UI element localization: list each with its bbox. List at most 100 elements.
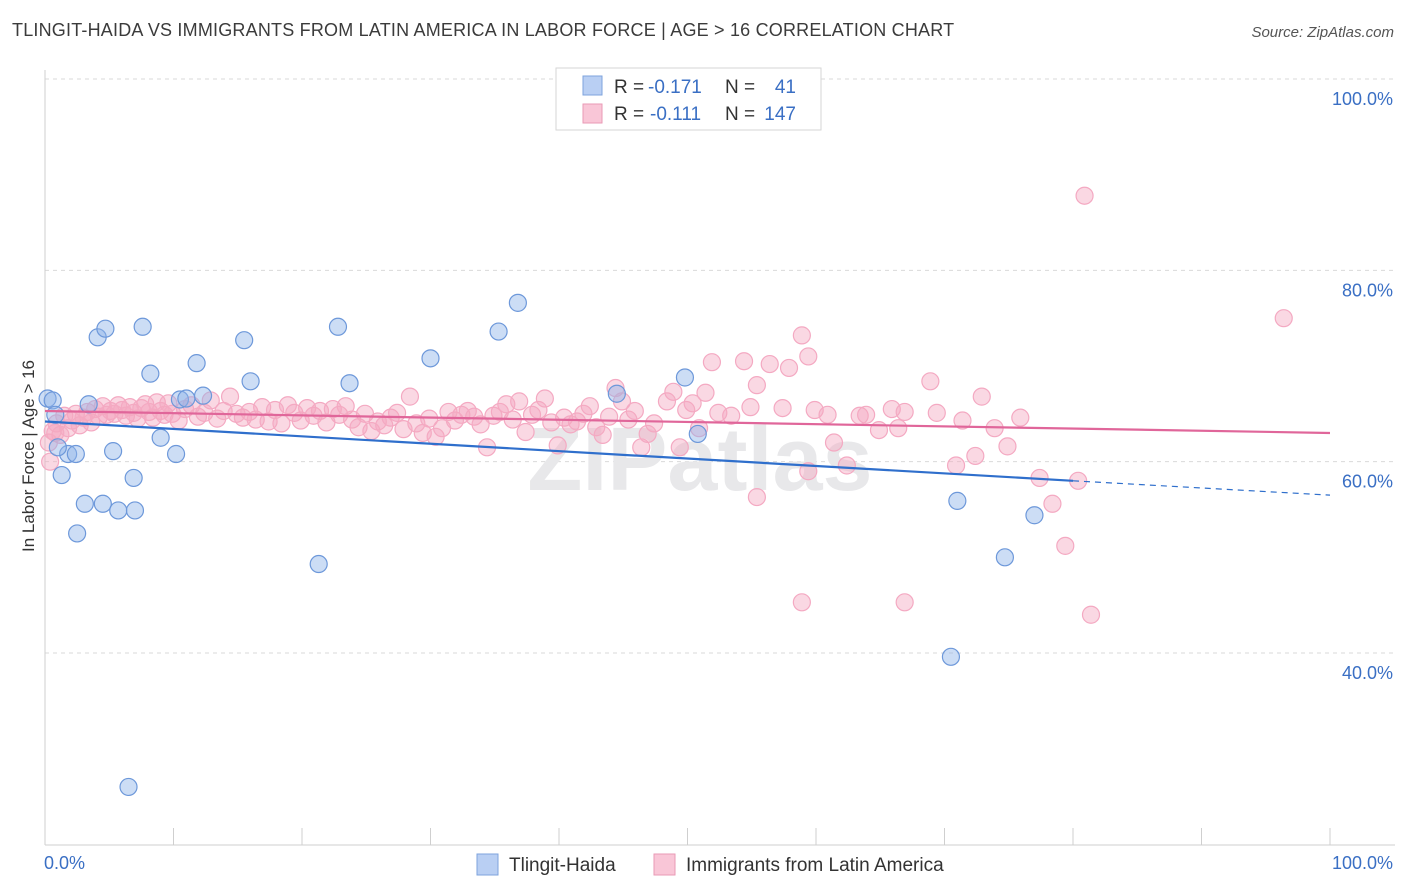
point-latin-america-137 <box>927 403 946 422</box>
point-tlingit-haida-24 <box>235 331 254 350</box>
point-tlingit-haida-26 <box>309 554 328 574</box>
point-latin-america-117 <box>722 406 741 425</box>
point-latin-america-147 <box>1056 536 1075 555</box>
point-tlingit-haida-12 <box>104 442 123 461</box>
x-tick-label-100: 100.0% <box>1332 853 1393 873</box>
x-tick-labels: 0.0% 100.0% <box>44 853 1393 873</box>
y-tick-label-60: 60.0% <box>1342 472 1393 492</box>
point-latin-america-104 <box>625 401 644 421</box>
point-latin-america-90 <box>535 389 554 408</box>
point-latin-america-106 <box>638 424 657 444</box>
point-latin-america-119 <box>741 398 760 417</box>
point-latin-america-100 <box>600 407 619 426</box>
point-tlingit-haida-19 <box>166 444 186 464</box>
point-tlingit-haida-25 <box>241 372 260 391</box>
y-tick-labels: 40.0% 60.0% 80.0% 100.0% <box>1332 89 1393 683</box>
point-tlingit-haida-31 <box>508 293 527 312</box>
point-tlingit-haida-21 <box>177 389 196 408</box>
point-latin-america-153 <box>799 462 818 481</box>
point-latin-america-111 <box>677 400 696 420</box>
legend-r-value-2: -0.111 <box>650 104 701 125</box>
point-latin-america-135 <box>895 402 914 422</box>
point-tlingit-haida-33 <box>675 368 695 387</box>
point-tlingit-haida-30 <box>489 322 508 341</box>
point-latin-america-108 <box>657 392 677 411</box>
point-tlingit-haida-39 <box>119 777 138 797</box>
series-tlingit-haida <box>38 293 1044 797</box>
trend-line-latin-america <box>44 409 1331 435</box>
point-latin-america-128 <box>824 433 844 452</box>
point-latin-america-138 <box>946 456 966 475</box>
point-tlingit-haida-6 <box>68 524 87 543</box>
point-tlingit-haida-29 <box>421 349 440 368</box>
point-latin-america-121 <box>760 354 779 374</box>
y-tick-label-100: 100.0% <box>1332 89 1393 109</box>
point-tlingit-haida-23 <box>193 386 213 405</box>
point-latin-america-87 <box>516 422 535 442</box>
point-latin-america-120 <box>747 376 766 395</box>
point-tlingit-haida-27 <box>328 317 348 336</box>
point-tlingit-haida-4 <box>59 444 78 464</box>
point-latin-america-146 <box>1043 494 1062 513</box>
point-latin-america-41 <box>220 387 240 406</box>
point-latin-america-69 <box>400 387 420 406</box>
series-immigrants-latin-america <box>39 186 1293 624</box>
point-latin-america-136 <box>921 372 940 391</box>
trend-line-tlingit-haida-extension <box>1072 480 1331 496</box>
point-latin-america-124 <box>792 326 811 345</box>
point-tlingit-haida-38 <box>1025 506 1044 525</box>
point-tlingit-haida-16 <box>133 317 152 336</box>
point-tlingit-haida-14 <box>124 468 143 488</box>
point-latin-america-143 <box>998 437 1017 456</box>
point-latin-america-127 <box>818 405 837 424</box>
y-tick-label-40: 40.0% <box>1342 663 1393 683</box>
point-latin-america-67 <box>387 403 407 422</box>
point-tlingit-haida-13 <box>109 501 128 520</box>
source-label: Source: ZipAtlas.com <box>1251 24 1394 41</box>
point-tlingit-haida-3 <box>52 465 71 485</box>
point-tlingit-haida-15 <box>125 501 145 520</box>
point-latin-america-134 <box>889 419 908 438</box>
point-latin-america-149 <box>1075 186 1094 205</box>
point-tlingit-haida-17 <box>141 364 160 383</box>
legend-swatch-blue <box>582 75 603 96</box>
point-latin-america-99 <box>593 425 612 444</box>
y-tick-label-80: 80.0% <box>1342 280 1393 300</box>
point-tlingit-haida-18 <box>151 428 170 447</box>
point-latin-america-129 <box>837 456 856 475</box>
point-latin-america-152 <box>792 593 811 612</box>
point-tlingit-haida-7 <box>75 494 94 513</box>
point-latin-america-157 <box>46 423 65 443</box>
bottom-legend-swatch-pink <box>653 853 676 876</box>
bottom-legend: Tlingit-Haida Immigrants from Latin Amer… <box>476 853 944 876</box>
point-latin-america-86 <box>510 392 529 411</box>
chart-title: TLINGIT-HAIDA VS IMMIGRANTS FROM LATIN A… <box>12 20 955 40</box>
point-latin-america-118 <box>734 352 754 371</box>
point-latin-america-155 <box>1274 309 1293 328</box>
point-tlingit-haida-37 <box>995 548 1014 567</box>
legend-r-value-1: -0.171 <box>648 77 702 98</box>
legend-n-value-2: 147 <box>764 104 796 125</box>
point-latin-america-112 <box>683 394 702 413</box>
legend-swatch-pink <box>582 103 603 124</box>
point-tlingit-haida-34 <box>688 424 707 444</box>
point-latin-america-107 <box>644 414 664 433</box>
point-latin-america-92 <box>548 436 567 455</box>
point-latin-america-115 <box>702 353 722 372</box>
legend-n-label-1: N = <box>725 77 755 98</box>
point-tlingit-haida-5 <box>66 444 85 464</box>
point-latin-america-141 <box>972 387 991 406</box>
point-tlingit-haida-8 <box>79 395 98 414</box>
legend: R = -0.171 N = 41 R = -0.111 N = 147 <box>555 67 822 131</box>
point-tlingit-haida-22 <box>187 354 206 373</box>
point-latin-america-150 <box>1081 605 1101 624</box>
legend-n-label-2: N = <box>725 104 755 125</box>
point-latin-america-131 <box>857 405 876 424</box>
bottom-legend-label-2: Immigrants from Latin America <box>686 855 944 876</box>
point-tlingit-haida-40 <box>48 438 67 457</box>
point-latin-america-80 <box>471 415 490 434</box>
bottom-legend-label-1: Tlingit-Haida <box>509 855 616 876</box>
point-latin-america-151 <box>747 487 766 507</box>
point-tlingit-haida-28 <box>340 374 359 393</box>
